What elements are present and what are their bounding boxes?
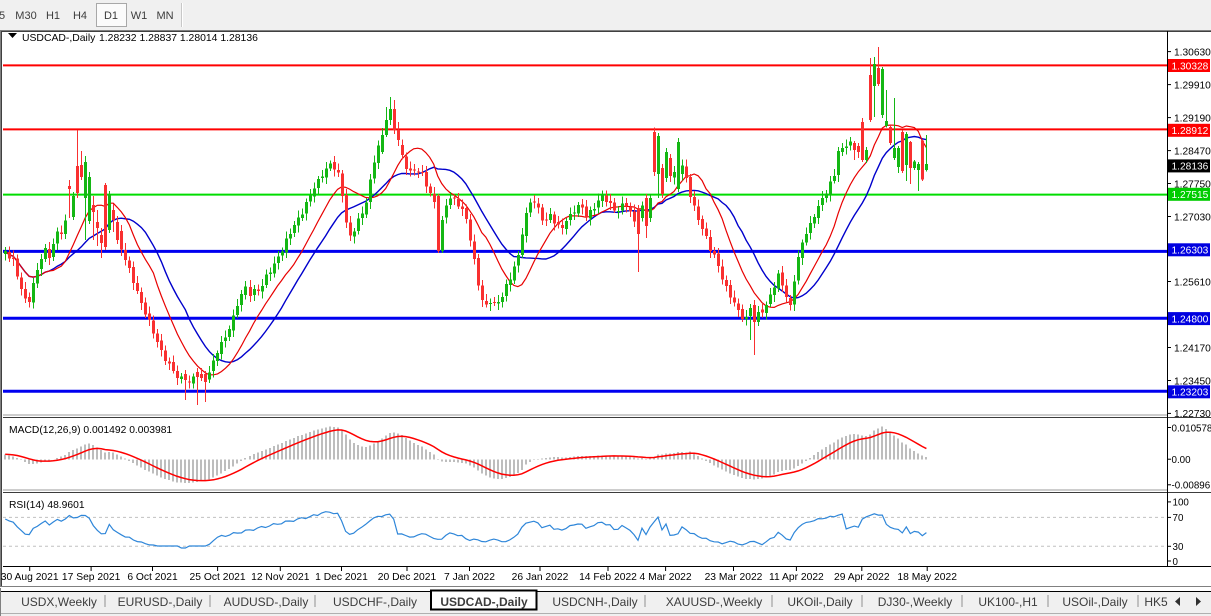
svg-text:1.28136: 1.28136: [1172, 162, 1209, 173]
svg-text:1.22730: 1.22730: [1174, 409, 1211, 420]
svg-text:29 Apr 2022: 29 Apr 2022: [834, 572, 890, 583]
svg-text:1.23450: 1.23450: [1174, 376, 1211, 387]
svg-text:100: 100: [1173, 498, 1190, 509]
svg-text:1.30630: 1.30630: [1174, 47, 1211, 58]
svg-text:MACD(12,26,9) 0.001492 0.00398: MACD(12,26,9) 0.001492 0.003981: [9, 425, 172, 436]
svg-text:25 Oct 2021: 25 Oct 2021: [190, 572, 246, 583]
svg-text:1 Dec 2021: 1 Dec 2021: [315, 572, 368, 583]
svg-text:14 Feb 2022: 14 Feb 2022: [579, 572, 637, 583]
svg-text:MN: MN: [156, 10, 173, 22]
svg-text:18 May 2022: 18 May 2022: [897, 572, 957, 583]
svg-text:0.010578: 0.010578: [1172, 423, 1211, 434]
svg-text:0: 0: [1173, 557, 1179, 568]
svg-text:UKOil-,Daily: UKOil-,Daily: [787, 595, 852, 609]
svg-text:70: 70: [1173, 513, 1184, 524]
svg-text:AUDUSD-,Daily: AUDUSD-,Daily: [224, 595, 309, 609]
svg-text:UK100-,H1: UK100-,H1: [978, 595, 1038, 609]
svg-text:1.27515: 1.27515: [1172, 190, 1209, 201]
svg-text:23 Mar 2022: 23 Mar 2022: [705, 572, 763, 583]
svg-text:H4: H4: [73, 10, 87, 22]
svg-text:1.26303: 1.26303: [1172, 246, 1209, 257]
svg-text:USDCAD-,Daily: USDCAD-,Daily: [440, 595, 528, 609]
svg-text:-0.00896: -0.00896: [1172, 481, 1211, 492]
svg-text:M30: M30: [15, 10, 36, 22]
svg-text:1.30328: 1.30328: [1172, 61, 1209, 72]
svg-text:HK5: HK5: [1144, 595, 1168, 609]
svg-text:17 Sep 2021: 17 Sep 2021: [62, 572, 121, 583]
svg-text:1.23203: 1.23203: [1172, 388, 1209, 399]
svg-text:26 Jan 2022: 26 Jan 2022: [512, 572, 569, 583]
svg-text:USDCHF-,Daily: USDCHF-,Daily: [333, 595, 417, 609]
svg-text:1.27750: 1.27750: [1174, 179, 1211, 190]
svg-text:6 Oct 2021: 6 Oct 2021: [127, 572, 178, 583]
svg-text:1.25610: 1.25610: [1174, 277, 1211, 288]
svg-text:5: 5: [0, 10, 5, 22]
svg-text:0.00: 0.00: [1172, 455, 1192, 466]
svg-text:DJ30-,Weekly: DJ30-,Weekly: [878, 595, 952, 609]
svg-text:4 Mar 2022: 4 Mar 2022: [640, 572, 692, 583]
svg-text:20 Dec 2021: 20 Dec 2021: [378, 572, 437, 583]
svg-text:1.28470: 1.28470: [1174, 146, 1211, 157]
svg-text:30: 30: [1173, 542, 1184, 553]
svg-text:USDCNH-,Daily: USDCNH-,Daily: [552, 595, 637, 609]
svg-text:11 Apr 2022: 11 Apr 2022: [769, 572, 824, 583]
svg-text:1.28232 1.28837 1.28014 1.2813: 1.28232 1.28837 1.28014 1.28136: [99, 33, 258, 44]
svg-text:USDX,Weekly: USDX,Weekly: [21, 595, 97, 609]
svg-text:H1: H1: [46, 10, 60, 22]
svg-text:30 Aug 2021: 30 Aug 2021: [1, 572, 59, 583]
svg-text:XAUUSD-,Weekly: XAUUSD-,Weekly: [666, 595, 762, 609]
svg-text:1.24800: 1.24800: [1172, 314, 1209, 325]
svg-text:USOil-,Daily: USOil-,Daily: [1062, 595, 1127, 609]
svg-text:1.29190: 1.29190: [1174, 113, 1211, 124]
svg-text:1.28912: 1.28912: [1172, 126, 1209, 137]
svg-text:RSI(14) 48.9601: RSI(14) 48.9601: [9, 500, 85, 511]
svg-text:D1: D1: [104, 10, 118, 22]
svg-text:W1: W1: [131, 10, 148, 22]
svg-text:1.29910: 1.29910: [1174, 80, 1211, 91]
svg-text:1.24170: 1.24170: [1174, 343, 1211, 354]
svg-text:USDCAD-,Daily: USDCAD-,Daily: [22, 33, 96, 44]
svg-text:EURUSD-,Daily: EURUSD-,Daily: [118, 595, 203, 609]
svg-text:7 Jan 2022: 7 Jan 2022: [444, 572, 495, 583]
svg-text:1.27030: 1.27030: [1174, 212, 1211, 223]
svg-text:12 Nov 2021: 12 Nov 2021: [251, 572, 310, 583]
